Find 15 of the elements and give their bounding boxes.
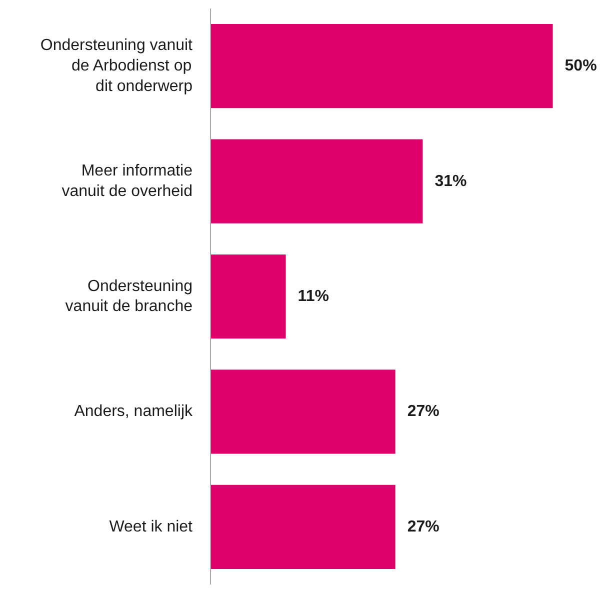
y-tick-label: Meer informatie vanuit de overheid bbox=[62, 162, 193, 200]
data-label: 31% bbox=[434, 172, 467, 190]
y-tick-label: Ondersteuning vanuit de branche bbox=[65, 278, 193, 316]
bar bbox=[210, 139, 423, 224]
data-label: 27% bbox=[407, 403, 440, 420]
data-label: 27% bbox=[407, 518, 440, 536]
bar bbox=[210, 484, 396, 569]
bar bbox=[210, 24, 553, 108]
y-tick-label: Ondersteuning vanuit de Arbodienst op dit onderwerp bbox=[40, 37, 194, 95]
data-label: 11% bbox=[298, 288, 329, 305]
y-tick-label: Weet ik niet bbox=[109, 518, 194, 536]
bar bbox=[210, 254, 286, 339]
bar bbox=[210, 370, 396, 454]
y-tick-label: Anders, namelijk bbox=[74, 403, 194, 420]
data-label: 50% bbox=[564, 58, 597, 75]
